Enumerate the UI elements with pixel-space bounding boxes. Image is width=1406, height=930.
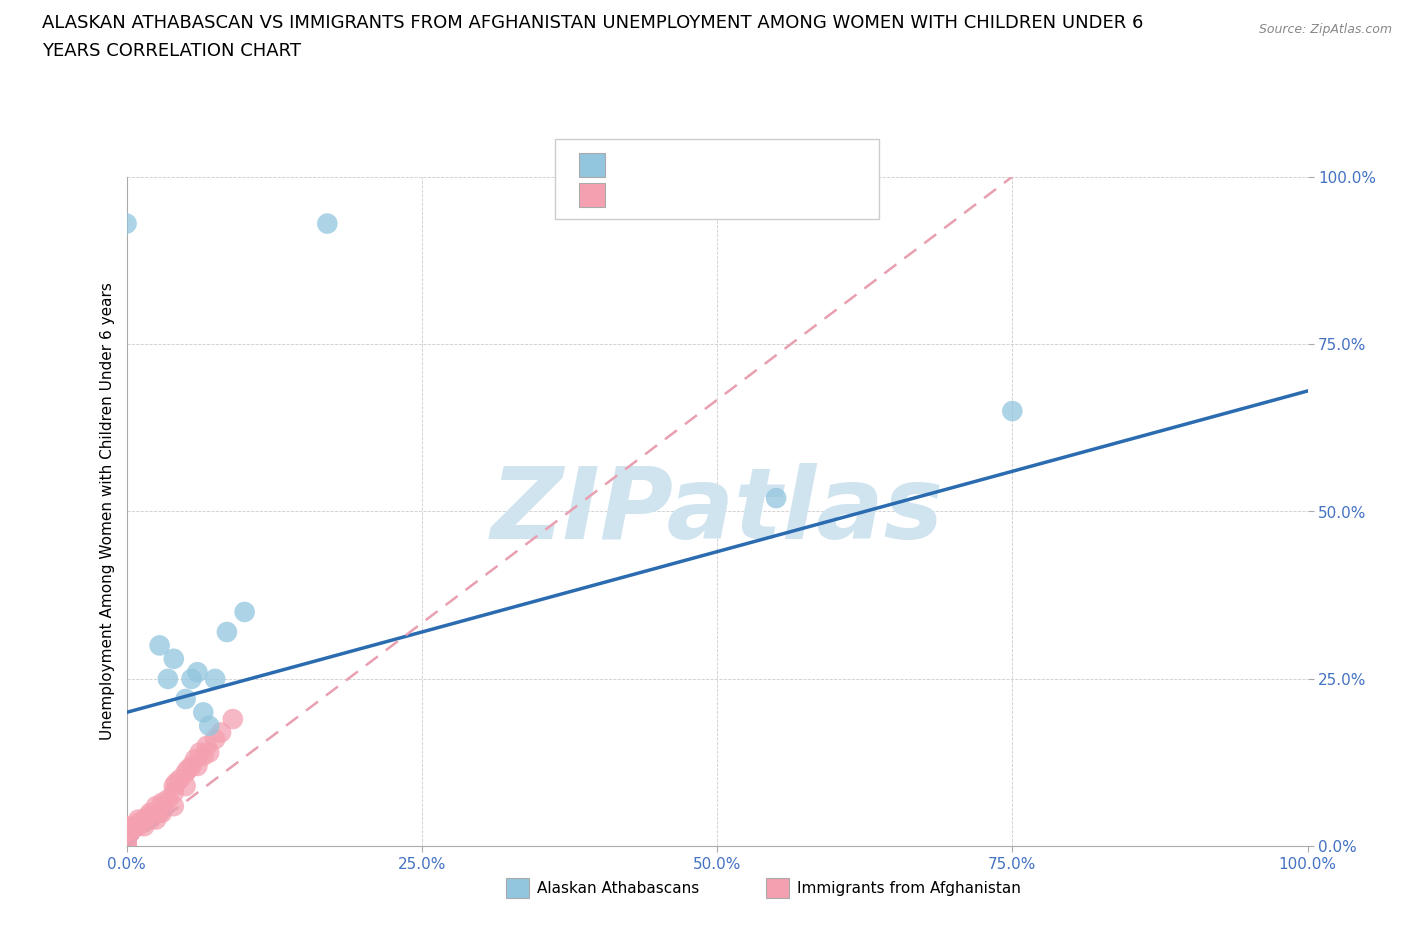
Point <box>127 812 149 827</box>
Point <box>115 832 138 847</box>
Point <box>115 818 138 833</box>
Point <box>139 812 162 827</box>
Point <box>193 705 215 720</box>
Point <box>163 778 186 793</box>
Point <box>204 671 226 686</box>
Point <box>163 785 186 800</box>
Point <box>222 711 245 726</box>
Text: R =: R = <box>616 186 652 205</box>
Point <box>145 812 167 827</box>
Text: N =: N = <box>689 186 737 205</box>
Point <box>188 745 211 760</box>
Text: Source: ZipAtlas.com: Source: ZipAtlas.com <box>1258 23 1392 36</box>
Point <box>316 216 339 231</box>
Point <box>149 805 172 820</box>
Point <box>115 839 138 854</box>
Point <box>150 805 173 820</box>
Point <box>174 765 197 780</box>
Text: 50: 50 <box>733 186 755 205</box>
Point <box>163 651 186 666</box>
Point <box>145 799 167 814</box>
Point <box>186 759 208 774</box>
Point <box>134 812 156 827</box>
Point <box>115 216 138 231</box>
Point <box>209 725 232 740</box>
Point <box>115 827 138 842</box>
Text: ZIPatlas: ZIPatlas <box>491 463 943 560</box>
Point <box>184 751 207 766</box>
Point <box>177 762 200 777</box>
Point <box>156 671 179 686</box>
Point <box>115 839 138 854</box>
Point <box>1001 404 1024 418</box>
Point <box>115 826 138 841</box>
Point <box>139 805 162 820</box>
Point <box>193 749 215 764</box>
Point <box>765 491 787 506</box>
Text: YEARS CORRELATION CHART: YEARS CORRELATION CHART <box>42 42 301 60</box>
Text: Immigrants from Afghanistan: Immigrants from Afghanistan <box>797 881 1021 896</box>
Point <box>180 759 202 774</box>
Point <box>115 829 138 844</box>
Point <box>115 824 138 839</box>
Text: 0.573: 0.573 <box>647 186 699 205</box>
Point <box>198 718 221 733</box>
Text: N =: N = <box>689 155 737 174</box>
Y-axis label: Unemployment Among Women with Children Under 6 years: Unemployment Among Women with Children U… <box>100 283 115 740</box>
Text: Alaskan Athabascans: Alaskan Athabascans <box>537 881 699 896</box>
Point <box>180 671 202 686</box>
Point <box>115 832 138 847</box>
Point <box>174 778 197 793</box>
Point <box>195 738 218 753</box>
Point <box>156 792 179 807</box>
Point <box>186 665 208 680</box>
Text: 0.308: 0.308 <box>647 155 699 174</box>
Point <box>115 835 138 850</box>
Point <box>163 799 186 814</box>
Point <box>134 818 156 833</box>
Point <box>169 772 191 787</box>
Point <box>153 799 176 814</box>
Point <box>233 604 256 619</box>
Point <box>141 809 163 824</box>
Point <box>115 822 138 837</box>
Point <box>125 818 148 833</box>
Point <box>215 625 238 640</box>
Point <box>204 732 226 747</box>
Text: R =: R = <box>616 155 652 174</box>
Point <box>150 795 173 810</box>
Point <box>127 816 149 830</box>
Text: ALASKAN ATHABASCAN VS IMMIGRANTS FROM AFGHANISTAN UNEMPLOYMENT AMONG WOMEN WITH : ALASKAN ATHABASCAN VS IMMIGRANTS FROM AF… <box>42 14 1143 32</box>
Point <box>115 833 138 848</box>
Point <box>121 822 143 837</box>
Point <box>165 776 187 790</box>
Point <box>115 835 138 850</box>
Text: 15: 15 <box>733 155 755 174</box>
Point <box>198 745 221 760</box>
Point <box>149 638 172 653</box>
Point <box>127 818 149 833</box>
Point <box>136 809 159 824</box>
Point <box>115 839 138 854</box>
Point <box>174 692 197 707</box>
